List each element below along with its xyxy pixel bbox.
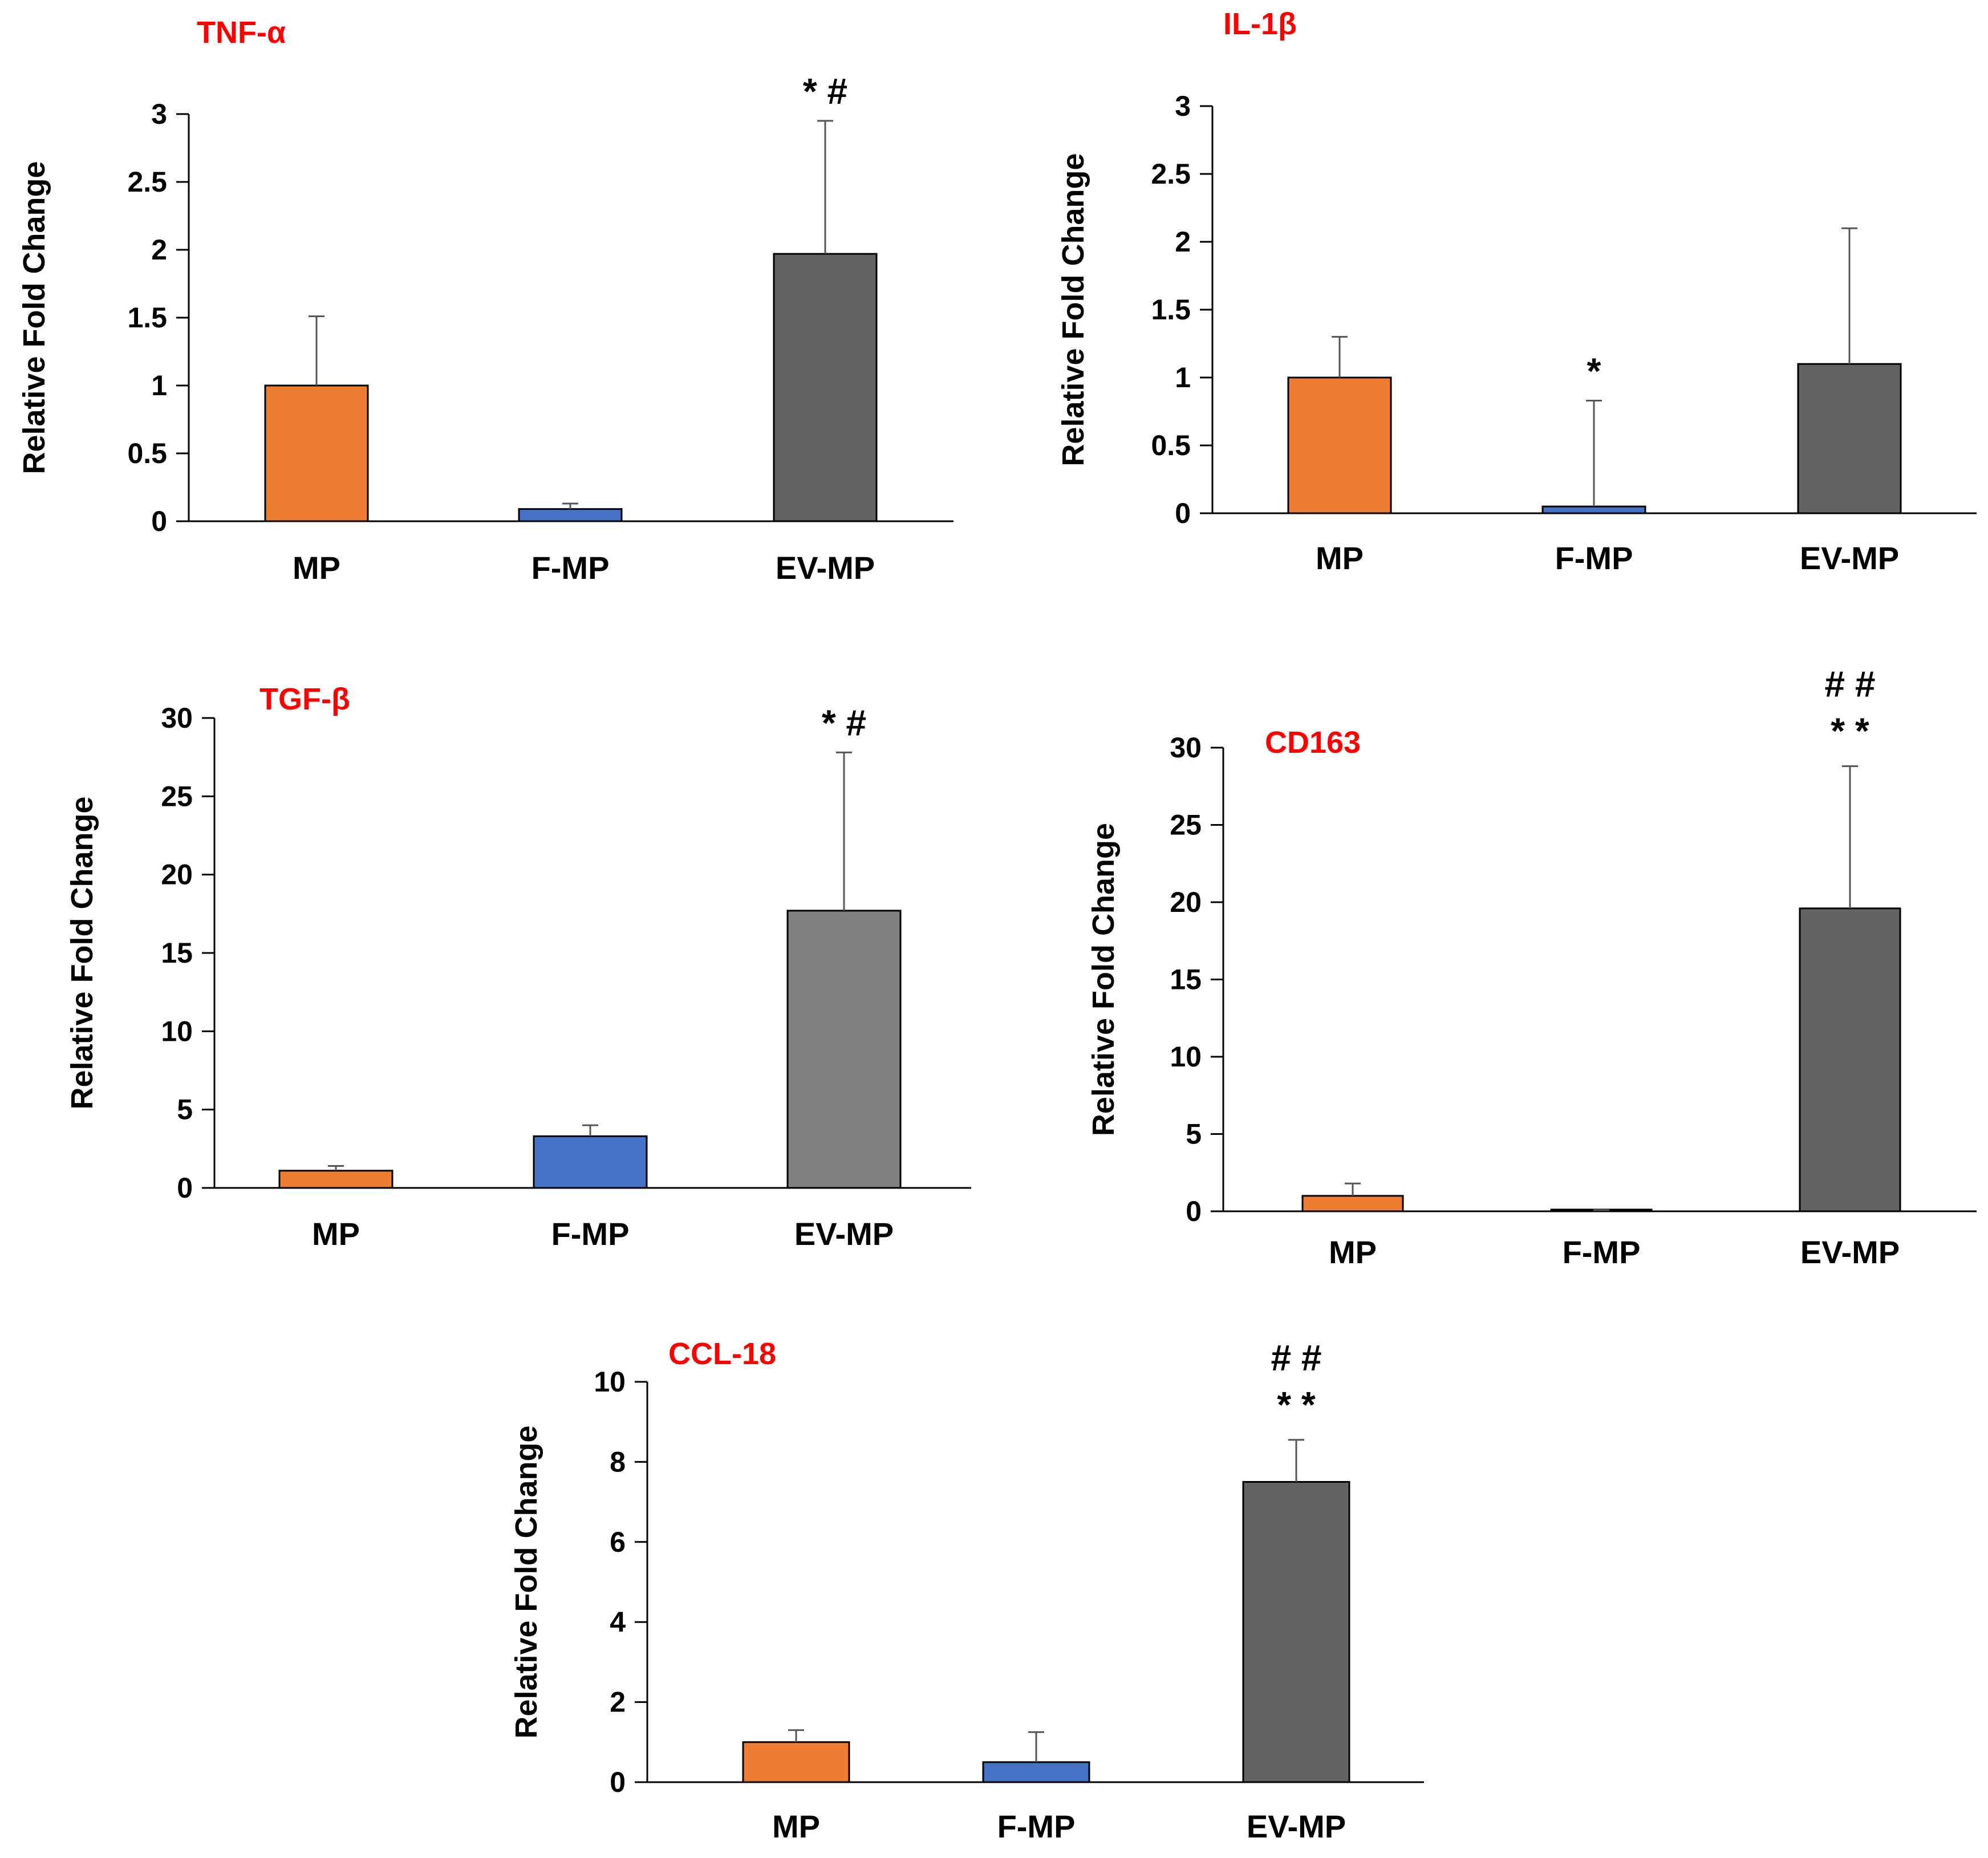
y-tick-label: 0.5 (1151, 429, 1191, 461)
y-tick-label: 2 (610, 1686, 626, 1718)
y-tick-label: 20 (1170, 886, 1202, 918)
y-tick-label: 0 (1186, 1195, 1202, 1227)
bar-mp (742, 1741, 850, 1783)
significance-mark: * * (1277, 1384, 1316, 1425)
y-tick-label: 0.5 (127, 437, 167, 469)
significance-mark: # # (1271, 1337, 1322, 1378)
category-label-ev-mp: EV-MP (1800, 1234, 1900, 1270)
y-axis-title: Relative Fold Change (1056, 153, 1090, 466)
y-tick-label: 2 (1175, 226, 1191, 258)
bar-f-mp (533, 1135, 648, 1189)
bar-ev-mp (1799, 907, 1901, 1212)
bar-ev-mp (1797, 363, 1902, 514)
bar-mp (264, 384, 369, 522)
chart-panel-4: CD163 Relative Fold Change 0 5 10 15 20 25 30 MP F… (1086, 664, 1977, 1270)
y-tick-label: 15 (161, 937, 193, 969)
category-label-mp: MP (772, 1808, 820, 1844)
chart-panel-3: TGF-β Relative Fold Change 0 5 10 15 20 25 30 MP F… (65, 682, 971, 1252)
significance-mark: * * (1831, 711, 1869, 752)
y-tick-label: 10 (594, 1366, 626, 1398)
bar-mp (1301, 1195, 1404, 1212)
y-tick-label: 5 (177, 1094, 193, 1126)
y-tick-label: 3 (151, 98, 167, 130)
chart-title: TGF-β (259, 682, 350, 716)
y-tick-label: 0 (610, 1766, 626, 1798)
y-tick-label: 2.5 (127, 166, 167, 198)
category-label-f-mp: F-MP (1555, 540, 1633, 576)
category-label-mp: MP (293, 550, 340, 586)
y-tick-label: 30 (1170, 732, 1202, 764)
chart-title: CD163 (1265, 725, 1361, 760)
y-tick-label: 10 (1170, 1041, 1202, 1073)
bar-ev-mp (786, 910, 902, 1189)
y-tick-label: 1.5 (1151, 294, 1191, 326)
y-axis-title: Relative Fold Change (1086, 823, 1121, 1136)
category-label-f-mp: F-MP (551, 1216, 630, 1252)
y-tick-label: 2.5 (1151, 158, 1191, 190)
y-tick-label: 0 (1175, 497, 1191, 529)
category-label-f-mp: F-MP (997, 1808, 1076, 1844)
y-tick-label: 0 (177, 1172, 193, 1204)
chart-panel-1: TNF-α Relative Fold Change 0 0.5 1 1.5 2 2.5 3 MP… (17, 15, 954, 586)
category-label-f-mp: F-MP (1563, 1234, 1641, 1270)
y-tick-label: 6 (610, 1526, 626, 1558)
y-tick-label: 3 (1175, 90, 1191, 122)
chart-panel-5: CCL-18 Relative Fold Change 0 2 4 6 8 10 MP F-MP E… (509, 1337, 1424, 1844)
bar-mp (278, 1170, 393, 1189)
y-tick-label: 4 (610, 1606, 626, 1638)
y-tick-label: 1.5 (127, 302, 167, 334)
category-label-mp: MP (1329, 1234, 1377, 1270)
y-tick-label: 15 (1170, 964, 1202, 996)
y-axis-title: Relative Fold Change (65, 796, 99, 1109)
chart-title: CCL-18 (668, 1337, 776, 1371)
category-label-ev-mp: EV-MP (794, 1216, 894, 1252)
category-label-ev-mp: EV-MP (776, 550, 875, 586)
bar-mp (1287, 376, 1392, 514)
bar-ev-mp (773, 253, 878, 522)
category-label-ev-mp: EV-MP (1800, 540, 1899, 576)
y-tick-label: 5 (1186, 1118, 1202, 1150)
category-label-ev-mp: EV-MP (1247, 1808, 1346, 1844)
bar-f-mp (982, 1761, 1090, 1783)
category-label-mp: MP (1316, 540, 1364, 576)
y-tick-label: 0 (151, 505, 167, 537)
chart-title: TNF-α (197, 15, 286, 50)
chart-panel-2: IL-1β Relative Fold Change 0 0.5 1 1.5 2 2.5 3 MP… (1056, 7, 1977, 576)
y-tick-label: 1 (151, 370, 167, 401)
bar-f-mp (518, 508, 623, 522)
y-tick-label: 1 (1175, 362, 1191, 393)
y-axis-title: Relative Fold Change (17, 161, 51, 474)
chart-title: IL-1β (1223, 7, 1297, 41)
significance-mark: * (1587, 350, 1601, 391)
y-axis-title: Relative Fold Change (509, 1425, 543, 1738)
y-tick-label: 20 (161, 859, 193, 891)
category-label-mp: MP (312, 1216, 360, 1252)
bar-f-mp (1541, 505, 1646, 514)
y-tick-label: 25 (1170, 809, 1202, 841)
bar-ev-mp (1242, 1481, 1350, 1783)
significance-mark: * # (803, 71, 847, 112)
y-tick-label: 2 (151, 234, 167, 266)
y-tick-label: 8 (610, 1446, 626, 1478)
y-tick-label: 30 (161, 702, 193, 734)
significance-mark: # # (1825, 664, 1876, 705)
y-tick-label: 25 (161, 780, 193, 812)
category-label-f-mp: F-MP (532, 550, 610, 586)
significance-mark: * # (822, 702, 866, 743)
y-tick-label: 10 (161, 1015, 193, 1047)
